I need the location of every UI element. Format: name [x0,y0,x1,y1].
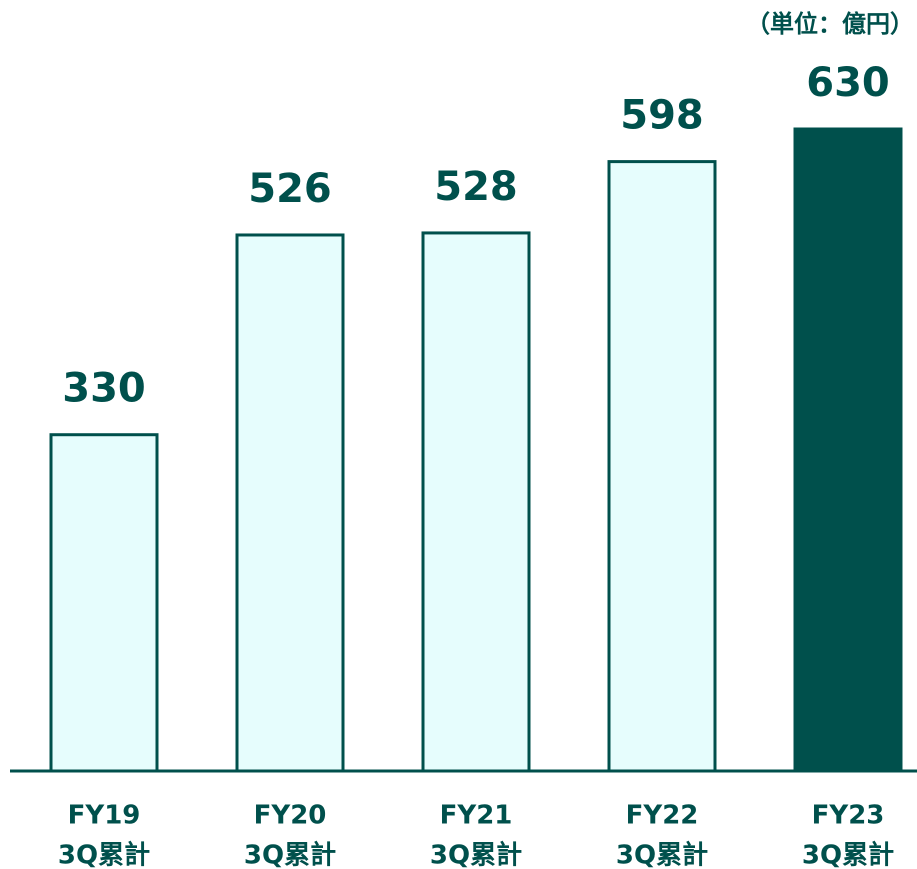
x-tick-label: 3Q累計 [802,840,894,869]
x-tick-label: FY20 [254,801,327,831]
bar [421,231,531,773]
bar [235,233,345,773]
x-tick-label: FY22 [626,801,699,831]
value-label: 598 [620,93,704,139]
x-tick-label: 3Q累計 [58,840,150,869]
x-tick-label: FY19 [68,801,141,831]
value-label: 330 [62,366,146,412]
value-label: 526 [248,166,332,212]
x-tick-label: 3Q累計 [430,840,522,869]
value-label: 630 [806,60,890,106]
bar [607,160,717,773]
unit-label: （単位：億円） [746,10,914,38]
bar [793,127,903,773]
x-tick-label: FY21 [440,801,513,831]
x-tick-label: FY23 [812,801,885,831]
bar [49,433,159,773]
x-tick-label: 3Q累計 [244,840,336,869]
value-label: 528 [434,164,518,210]
x-tick-label: 3Q累計 [616,840,708,869]
